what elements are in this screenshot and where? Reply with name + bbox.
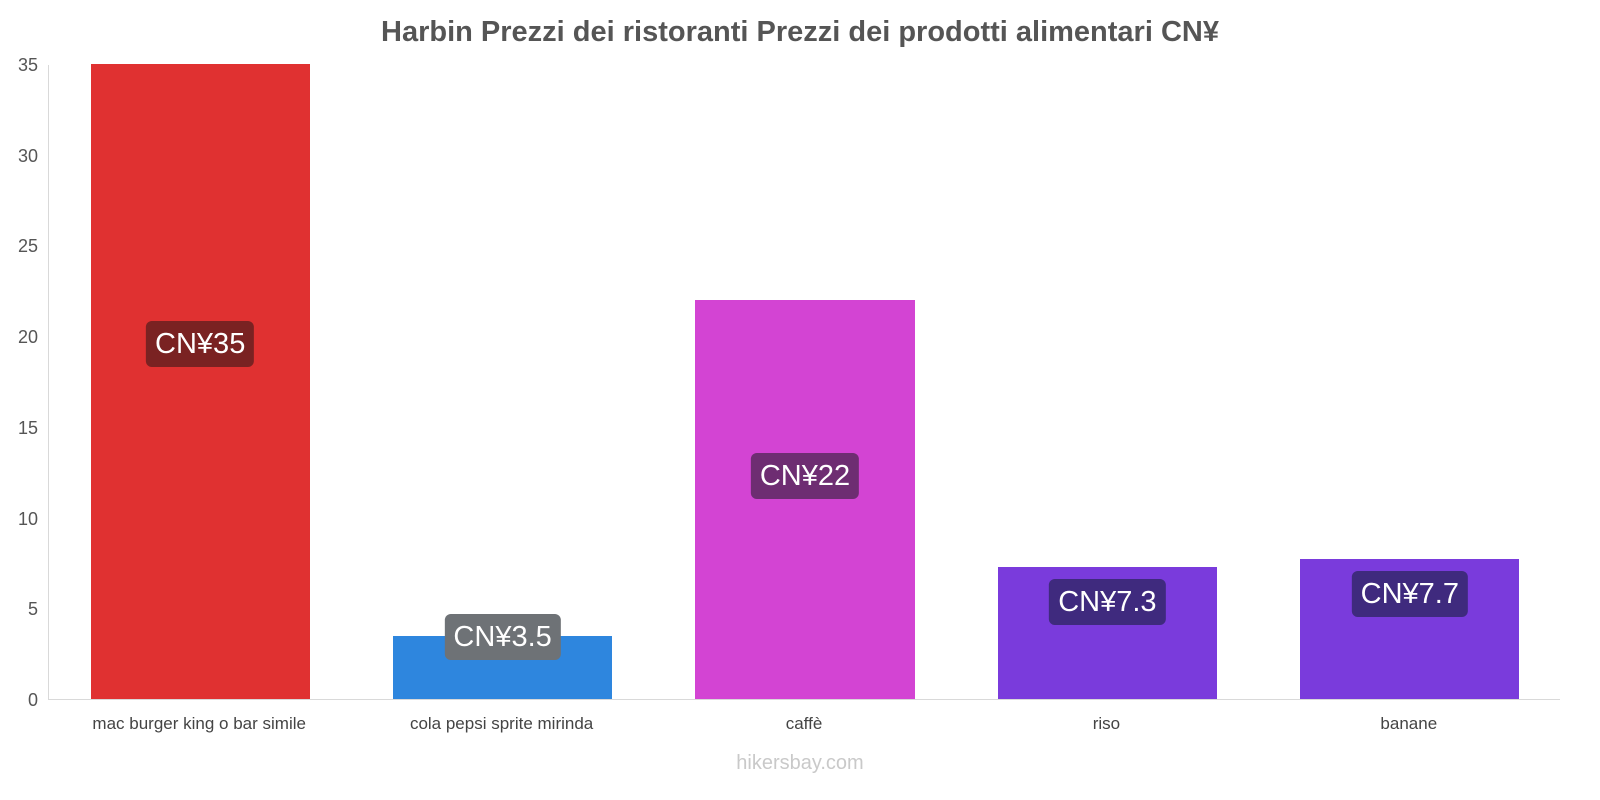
x-axis-label: riso: [1092, 714, 1121, 733]
y-tick-label: 30: [17, 145, 38, 166]
bar-value-label: CN¥22: [750, 453, 860, 500]
watermark: hikersbay.com: [736, 752, 864, 774]
x-axis-label: banane: [1380, 714, 1438, 733]
y-tick-label: 35: [17, 55, 38, 75]
plot-area: CN¥35 CN¥3.5 CN¥22 CN¥7.3 CN¥7.7: [48, 64, 1560, 700]
y-tick-label: 25: [17, 236, 38, 257]
bar-value-label: CN¥7.3: [1049, 578, 1166, 625]
bar-mac-burger-king-o-bar-simile: [90, 64, 310, 699]
bar-value-label: CN¥7.7: [1351, 571, 1468, 618]
chart-title: Harbin Prezzi dei ristoranti Prezzi dei …: [381, 16, 1219, 48]
bar-value-label: CN¥35: [146, 321, 255, 368]
bar-value-label: CN¥3.5: [444, 613, 561, 660]
x-axis-label: cola pepsi sprite mirinda: [409, 714, 594, 733]
y-tick-label: 15: [17, 417, 38, 438]
y-tick-label: 0: [27, 690, 38, 710]
y-tick-label: 5: [27, 599, 38, 620]
y-tick-label: 20: [17, 327, 38, 348]
y-tick-label: 10: [17, 508, 38, 529]
x-axis-label: caffè: [785, 714, 823, 733]
x-axis-label: mac burger king o bar simile: [92, 714, 306, 733]
